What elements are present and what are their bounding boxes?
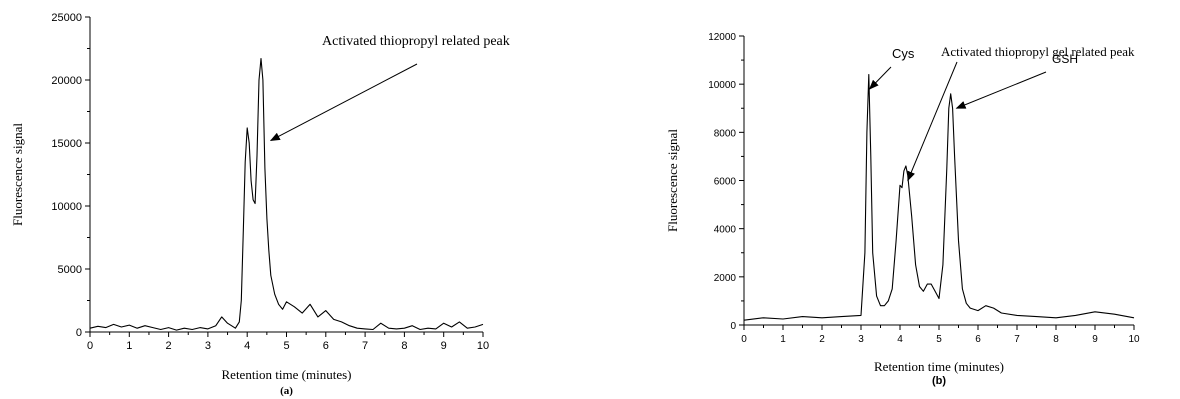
y-tick-label: 4000 — [714, 225, 737, 236]
annotation-arrow — [907, 61, 958, 182]
x-tick-label: 3 — [858, 334, 864, 345]
x-axis-label: Retention time (minutes) — [222, 367, 352, 382]
y-tick-label: 15000 — [51, 138, 82, 150]
y-axis-label: Fluorescence signal — [10, 123, 25, 226]
chart-panel-b: 0 1 2 3 4 5 6 7 8 9 10 0 2000 4000 6000 8000 10000 12000 R… — [665, 32, 1140, 387]
x-tick-label: 6 — [975, 334, 981, 345]
annotation-arrow — [269, 63, 418, 141]
x-tick-label: 1 — [126, 340, 132, 352]
y-tick-label: 8000 — [714, 128, 737, 139]
y-tick-label: 20000 — [51, 75, 82, 87]
x-axis-label: Retention time (minutes) — [874, 359, 1004, 374]
x-tick-label: 2 — [819, 334, 825, 345]
x-tick-label: 7 — [1014, 334, 1020, 345]
annotation-arrow — [868, 66, 892, 90]
y-tick-label: 2000 — [714, 273, 737, 284]
x-tick-label: 0 — [87, 340, 93, 352]
annotation-label: Cys — [892, 46, 915, 61]
y-tick-label: 0 — [76, 327, 82, 339]
x-tick-label: 1 — [780, 334, 786, 345]
y-tick-label: 5000 — [58, 264, 82, 276]
x-tick-label: 10 — [1128, 334, 1140, 345]
y-tick-label: 12000 — [708, 32, 736, 43]
panel-label: (b) — [932, 375, 946, 387]
x-tick-label: 4 — [897, 334, 903, 345]
y-tick-label: 0 — [730, 321, 736, 332]
chart-panel-a: 0 1 2 3 4 5 6 7 8 9 10 0 5000 10000 15000 20000 25000 Ret… — [10, 12, 510, 397]
annotation-arrow — [955, 71, 1047, 109]
x-tick-label: 7 — [362, 340, 368, 352]
x-tick-label: 4 — [244, 340, 250, 352]
y-axis-label: Fluorescence signal — [665, 129, 680, 232]
x-tick-label: 6 — [323, 340, 329, 352]
x-tick-label: 5 — [936, 334, 942, 345]
x-tick-label: 2 — [166, 340, 172, 352]
y-tick-label: 10000 — [51, 201, 82, 213]
x-tick-label: 10 — [477, 340, 489, 352]
annotation-label: GSH — [1052, 52, 1078, 66]
x-tick-label: 8 — [1053, 334, 1059, 345]
x-tick-label: 3 — [205, 340, 211, 352]
x-tick-label: 9 — [1092, 334, 1098, 345]
y-tick-label: 25000 — [51, 12, 82, 24]
x-tick-label: 8 — [401, 340, 407, 352]
annotation-label: Activated thiopropyl gel related peak — [941, 44, 1135, 59]
chromatogram-line — [743, 73, 1135, 321]
panel-label: (a) — [280, 385, 293, 397]
x-tick-label: 0 — [741, 334, 747, 345]
y-tick-label: 10000 — [708, 80, 736, 91]
annotation-label: Activated thiopropyl related peak — [322, 34, 510, 49]
x-tick-label: 5 — [283, 340, 289, 352]
x-tick-label: 9 — [441, 340, 447, 352]
chromatogram-line — [89, 58, 484, 331]
y-tick-label: 6000 — [714, 177, 737, 188]
